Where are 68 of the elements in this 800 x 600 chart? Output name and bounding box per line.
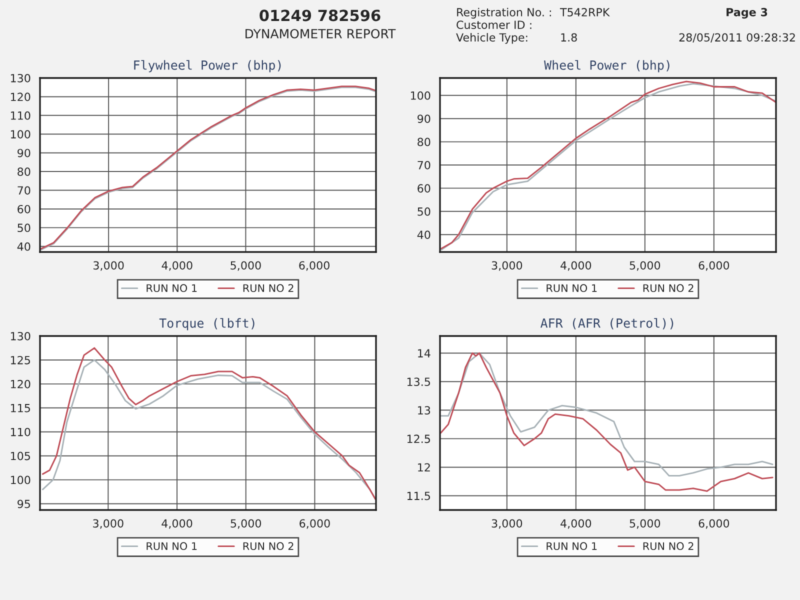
text: Page 3 xyxy=(726,8,768,19)
legend-label: RUN NO 2 xyxy=(643,542,694,550)
text: Registration No. : xyxy=(457,8,551,19)
y-tick-label: 110 xyxy=(10,428,30,436)
y-tick-label: 50 xyxy=(418,207,430,216)
legend-label: RUN NO 1 xyxy=(146,284,197,292)
x-tick-label: 4,000 xyxy=(560,261,592,271)
y-tick-label: 12.5 xyxy=(407,434,430,444)
x-tick-label: 4,000 xyxy=(162,519,192,529)
y-tick-label: 100 xyxy=(410,91,430,100)
legend-label: RUN NO 2 xyxy=(643,284,694,292)
y-tick-label: 70 xyxy=(18,186,30,195)
chart-title: AFR (AFR (Petrol)) xyxy=(540,318,674,330)
legend-label: RUN NO 1 xyxy=(546,284,597,292)
y-tick-label: 11.5 xyxy=(407,492,430,500)
y-tick-label: 130 xyxy=(10,332,30,340)
x-tick-label: 3,000 xyxy=(492,519,522,529)
y-tick-label: 60 xyxy=(18,204,30,214)
y-tick-label: 100 xyxy=(10,476,30,484)
text: 1.8 xyxy=(561,33,577,42)
text: Vehicle Type: xyxy=(456,33,528,44)
legend-label: RUN NO 2 xyxy=(243,542,294,550)
y-tick-label: 50 xyxy=(18,224,30,232)
y-tick-label: 14 xyxy=(418,349,430,358)
legend-label: RUN NO 1 xyxy=(546,542,597,550)
y-tick-label: 60 xyxy=(418,184,430,193)
y-tick-label: 125 xyxy=(10,356,30,364)
x-tick-label: 4,000 xyxy=(560,519,592,529)
x-tick-label: 5,000 xyxy=(230,261,261,271)
chart-title: Flywheel Power (bhp) xyxy=(134,60,281,72)
y-tick-label: 90 xyxy=(18,148,30,158)
y-tick-label: 70 xyxy=(418,160,430,170)
y-tick-label: 12 xyxy=(418,463,430,472)
chart-title: Torque (lbft) xyxy=(159,318,254,330)
y-tick-label: 110 xyxy=(10,111,30,120)
y-tick-label: 100 xyxy=(10,130,30,139)
chart-title: Wheel Power (bhp) xyxy=(544,60,670,72)
text: 28/05/2011 09:28:32 xyxy=(679,33,795,42)
x-tick-label: 3,000 xyxy=(93,519,124,529)
x-tick-label: 6,000 xyxy=(698,261,730,271)
y-tick-label: 13 xyxy=(418,406,430,415)
y-tick-label: 80 xyxy=(418,138,430,146)
x-tick-label: 3,000 xyxy=(94,261,124,271)
y-tick-label: 120 xyxy=(10,380,30,388)
y-tick-label: 105 xyxy=(10,452,30,460)
x-tick-label: 6,000 xyxy=(698,519,730,529)
y-tick-label: 90 xyxy=(418,114,430,123)
y-tick-label: 13.5 xyxy=(407,378,430,386)
x-tick-label: 4,000 xyxy=(162,261,192,271)
text: Customer ID : xyxy=(456,20,532,30)
x-tick-label: 5,000 xyxy=(230,519,262,529)
y-tick-label: 40 xyxy=(17,242,30,251)
y-tick-label: 115 xyxy=(10,404,30,412)
text: 01249 782596 xyxy=(260,10,380,22)
y-tick-label: 95 xyxy=(18,500,30,508)
x-tick-label: 5,000 xyxy=(630,261,660,271)
text: DYNAMOMETER REPORT xyxy=(246,28,396,38)
legend-label: RUN NO 2 xyxy=(243,284,294,292)
x-tick-label: 6,000 xyxy=(300,519,330,529)
y-tick-label: 80 xyxy=(18,168,30,176)
legend-label: RUN NO 1 xyxy=(146,542,197,550)
text: T542RPK xyxy=(560,8,610,16)
y-tick-label: 130 xyxy=(10,74,30,82)
y-tick-label: 40 xyxy=(417,230,430,239)
y-tick-label: 120 xyxy=(10,92,30,102)
x-tick-label: 3,000 xyxy=(492,261,522,271)
x-tick-label: 6,000 xyxy=(299,261,330,271)
x-tick-label: 5,000 xyxy=(630,519,660,529)
